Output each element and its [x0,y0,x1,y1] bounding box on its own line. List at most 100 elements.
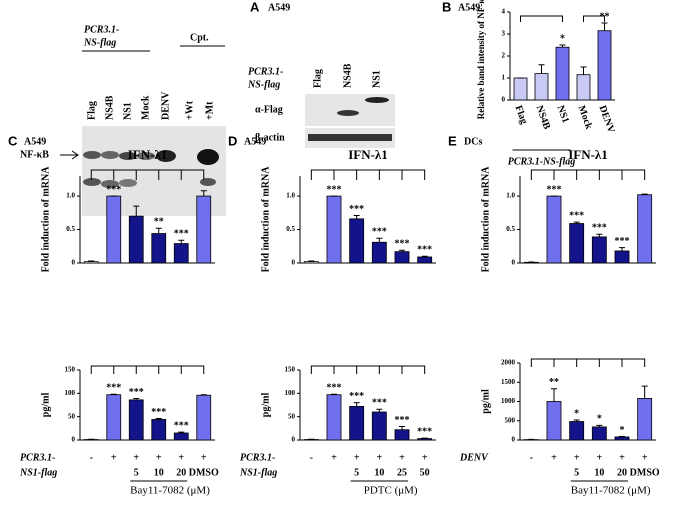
bar [303,261,319,264]
condition-label: DENV [459,452,489,463]
bar [576,74,591,101]
bar [555,46,570,101]
bar [417,256,433,264]
error-bar [641,193,648,195]
significance: *** [372,227,387,238]
significance: * [574,408,579,419]
condition-sign: + [201,452,207,463]
condition-sign: + [574,452,580,463]
x-tick-label: 10 [374,467,384,478]
y-tick-label: 0 [502,96,506,104]
y-tick-label: 1.0 [506,192,515,200]
bar [173,243,189,264]
bar [569,421,585,441]
construct: NS-flag [83,37,116,48]
x-tick-label: Mock [576,104,595,131]
y-tick-label: 100 [65,389,76,397]
bar [614,250,630,264]
y-tick-label: 100 [285,389,296,397]
bar [637,194,653,264]
error-bar [641,385,648,399]
significance: *** [417,245,432,256]
chart-title: IFN-λ1 [128,147,168,162]
significance: ** [154,216,164,227]
significance: *** [547,184,562,195]
x-tick-label: 5 [134,467,139,478]
band [119,152,137,160]
cell-label: A549 [24,136,46,147]
cell-label: DCs [464,136,482,147]
cell-label: A549 [268,2,290,13]
chart-title: IFN-λ1 [568,147,608,162]
x-tick-label: Flag [513,104,530,126]
bar [83,261,99,264]
bar [513,77,528,101]
x-tick-label: 20 [617,467,627,478]
lane-label: Flag [312,69,323,88]
bar [151,233,167,264]
error-bar [399,249,405,252]
error-bar [353,402,360,407]
significance: ** [549,377,559,388]
significance: *** [592,223,607,234]
condition-sign: - [530,452,533,463]
error-bar [376,408,383,412]
error-bar [580,66,587,75]
condition-sign: + [354,452,360,463]
right-blot: PCR3.1- NS-flag α-Flag β-actin [247,66,395,148]
y-axis-label: pg/ml [480,389,491,414]
bar [128,399,144,441]
y-tick-label: 50 [68,412,76,420]
significance: * [597,414,602,425]
bar [546,195,562,264]
construct: PCR3.1- [84,24,119,35]
bar [394,251,410,264]
bar [597,30,612,101]
band [83,178,101,186]
condition-sign: + [551,452,557,463]
significance: *** [569,210,584,221]
y-tick-label: 1 [502,74,506,82]
x-tick-label: DMSO [189,467,219,478]
construct: PCR3.1- [248,66,283,77]
condition-sign: + [376,452,382,463]
condition-label: PCR3.1- [20,452,55,463]
condition-sign: + [642,452,648,463]
bar [128,215,144,264]
y-tick-label: 500 [505,416,516,424]
bar [326,195,342,264]
band [156,150,176,162]
bar [106,394,122,441]
error-bar [596,233,603,237]
panel-letter: C [8,133,18,148]
condition-sign: + [399,452,405,463]
bar [591,426,607,441]
lane-label: Flag [86,101,97,120]
y-tick-label: 1.0 [66,192,75,200]
band [101,180,119,188]
band [197,149,219,165]
group-label: PCR3.1-NS-flag [508,156,576,167]
bar [349,405,365,441]
bar [106,195,122,264]
x-tick-label: 5 [574,467,579,478]
lane-label: NS4B [342,63,353,88]
bar [394,429,410,441]
bar [196,195,212,264]
arrow [60,150,79,160]
significance: *** [151,407,166,418]
x-tick-label: NS1 [555,104,571,124]
significance: *** [129,387,144,398]
condition-label: NS1-flag [239,467,277,478]
significance: * [620,425,625,436]
bracket [530,169,646,180]
significance: *** [417,426,432,437]
significance: *** [174,420,189,431]
y-axis-label: Relative band intensity of NF-κB [476,0,486,119]
y-tick-label: 0 [512,436,516,444]
bar [326,394,342,441]
band [101,151,119,159]
lane-label: Mock [140,95,151,120]
construct: NS-flag [247,79,280,90]
y-tick-label: 3 [502,30,506,38]
